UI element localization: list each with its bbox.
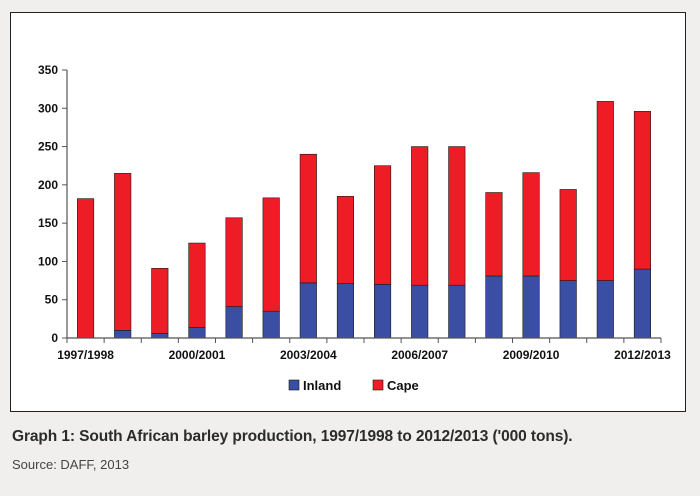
legend-swatch-inland (288, 379, 300, 391)
bar-inland-2005-2006 (374, 284, 392, 339)
bar-cape-2011-2012 (596, 101, 614, 281)
bar-cape-2004-2005 (336, 196, 354, 284)
bar-cape-1998-1999 (114, 173, 132, 331)
bar-inland-2004-2005 (336, 283, 354, 339)
bar-inland-2010-2011 (559, 280, 577, 339)
y-tick-label: 250 (38, 140, 58, 154)
bar-inland-2009-2010 (522, 275, 540, 339)
bar-inland-2011-2012 (596, 280, 614, 339)
x-tick-label: 2009/2010 (503, 348, 560, 362)
bar-inland-2012-2013 (633, 268, 651, 339)
bar-inland-2002-2003 (262, 310, 280, 339)
bar-cape-2012-2013 (633, 111, 651, 270)
bar-cape-2005-2006 (374, 165, 392, 285)
y-tick-label: 150 (38, 216, 58, 230)
legend-label-inland: Inland (303, 378, 341, 393)
chart-caption: Graph 1: South African barley production… (12, 428, 573, 445)
bar-inland-2007-2008 (448, 284, 466, 339)
bar-cape-2003-2004 (299, 153, 317, 284)
bar-inland-2001-2002 (225, 306, 243, 339)
bar-cape-2000-2001 (188, 242, 206, 328)
x-tick-label: 1997/1998 (57, 348, 114, 362)
bar-inland-2008-2009 (485, 275, 503, 339)
bar-inland-1999-2000 (151, 333, 169, 339)
legend-label-cape: Cape (387, 378, 419, 393)
y-tick-label: 50 (45, 293, 59, 307)
x-tick-label: 2003/2004 (280, 348, 337, 362)
bar-inland-1998-1999 (114, 330, 132, 339)
y-tick-label: 200 (38, 178, 58, 192)
chart-frame: 0 50 100 150 200 250 300 350 1997/1998 2000/2001… (10, 12, 686, 412)
bar-cape-2008-2009 (485, 192, 503, 277)
bar-cape-2001-2002 (225, 217, 243, 307)
y-tick-label: 350 (38, 63, 58, 77)
bar-cape-2007-2008 (448, 146, 466, 286)
chart-svg: 0 50 100 150 200 250 300 350 1997/1998 2000/2001… (38, 63, 671, 393)
x-tick-label: 2006/2007 (391, 348, 448, 362)
bar-inland-2003-2004 (299, 282, 317, 339)
bar-inland-2006-2007 (411, 284, 429, 339)
bar-cape-2006-2007 (411, 146, 429, 286)
bar-cape-2010-2011 (559, 189, 577, 281)
legend-swatch-cape (372, 379, 384, 391)
x-tick-label: 2012/2013 (614, 348, 671, 362)
bar-inland-2000-2001 (188, 326, 206, 339)
y-tick-label: 0 (51, 331, 58, 345)
bar-cape-1999-2000 (151, 268, 169, 334)
y-tick-label: 300 (38, 101, 58, 115)
bar-cape-1997-1998 (77, 198, 95, 339)
bar-cape-2002-2003 (262, 197, 280, 312)
x-tick-label: 2000/2001 (169, 348, 226, 362)
bar-cape-2009-2010 (522, 172, 540, 277)
source-note: Source: DAFF, 2013 (12, 457, 130, 472)
y-tick-label: 100 (38, 254, 58, 268)
